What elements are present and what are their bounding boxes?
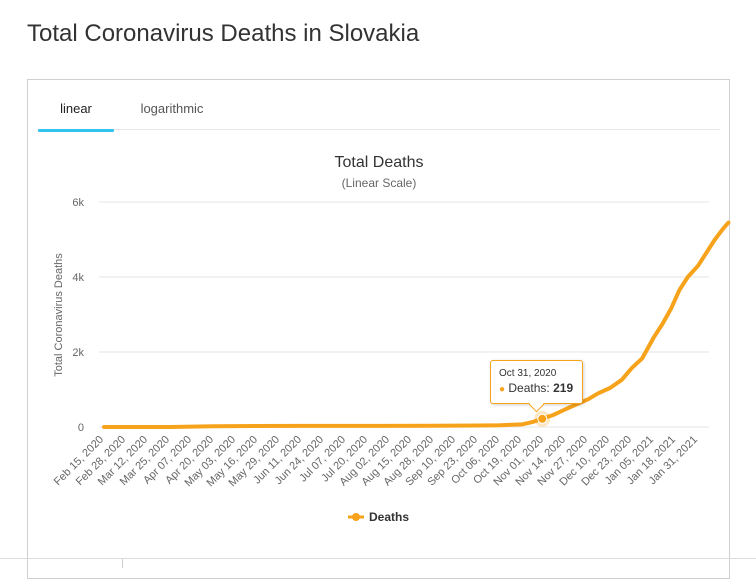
tooltip-value: 219 xyxy=(553,381,574,395)
page-divider-tick xyxy=(122,559,123,568)
legend-marker-icon xyxy=(352,513,360,521)
chart-panel: linear logarithmic xyxy=(27,79,730,579)
y-axis-label: Total Coronavirus Deaths xyxy=(53,253,65,377)
series-line-deaths xyxy=(102,220,731,429)
page-divider xyxy=(0,558,756,559)
tab-linear[interactable]: linear xyxy=(38,101,114,132)
y-tick-label: 4k xyxy=(72,272,84,284)
data-tooltip: Oct 31, 2020 ● Deaths: 219 xyxy=(490,360,583,404)
page-title: Total Coronavirus Deaths in Slovakia xyxy=(27,20,420,47)
grid-lines xyxy=(99,201,709,428)
tooltip-series-name: Deaths xyxy=(508,381,547,395)
y-tick-label: 2k xyxy=(72,347,84,359)
y-tick-label: 0 xyxy=(78,422,84,434)
chart-subtitle: (Linear Scale) xyxy=(342,176,417,190)
y-tick-labels: 0 2k 4k 6k xyxy=(72,197,84,434)
tooltip-marker-icon: ● xyxy=(499,384,506,395)
chart-title: Total Deaths xyxy=(335,154,424,171)
legend-label: Deaths xyxy=(369,510,409,524)
scale-tabs: linear logarithmic xyxy=(38,80,720,132)
tab-logarithmic[interactable]: logarithmic xyxy=(140,101,204,116)
tooltip-date: Oct 31, 2020 xyxy=(499,368,557,379)
legend[interactable]: Deaths xyxy=(348,510,409,524)
y-tick-label: 6k xyxy=(72,197,84,209)
series-deaths xyxy=(102,220,731,429)
highlight-point[interactable] xyxy=(537,413,548,424)
